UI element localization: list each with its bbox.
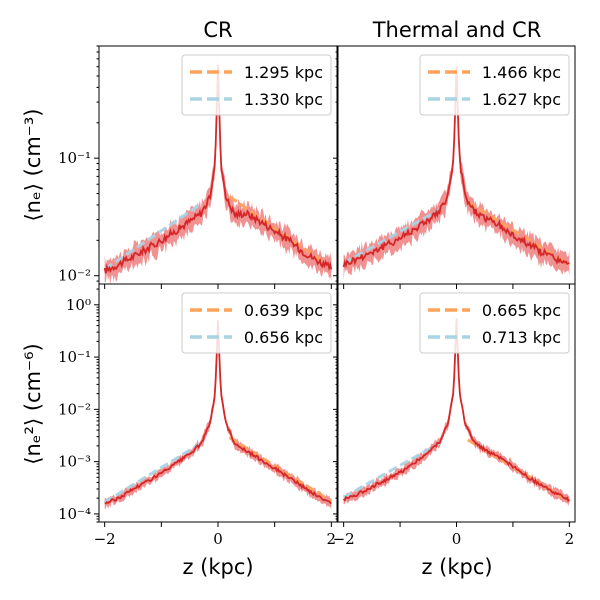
xtick-label: 0 [452,530,462,548]
legend-box [419,54,570,116]
ytick-label: 10⁻³ [58,453,91,471]
ylabel-bottom: ⟨nₑ²⟩ (cm⁻⁶) [21,343,45,464]
legend-label: 1.295 kpc [244,63,323,82]
panel-bottom-left: 10⁻⁴ 10⁻³ 10⁻² 10⁻¹ 10⁰ −2 0 2 0.639 kpc 0.656 kp… [58,283,338,548]
ylabel-top: ⟨nₑ⟩ (cm⁻³) [21,108,45,221]
fit-line-south [103,202,202,271]
legend-label: 0.639 kpc [244,301,323,320]
xtick-label: −2 [333,530,355,548]
legend-label: 1.466 kpc [482,63,561,82]
fit-line-north [228,436,333,503]
xlabel-right: z (kpc) [421,555,492,579]
xtick-label: 0 [213,530,223,548]
legend-label: 1.627 kpc [482,90,561,109]
title-thermal-and-cr: Thermal and CR [372,18,542,42]
legend-box [181,292,332,354]
fit-line-north [228,195,333,269]
xlabel-left: z (kpc) [182,555,253,579]
legend: 1.295 kpc 1.330 kpc [181,54,332,116]
ytick-label: 10⁻² [58,267,91,285]
ytick-label: 10⁻² [58,400,91,418]
ytick-label: 10⁰ [66,296,91,314]
legend: 1.466 kpc 1.627 kpc [419,54,570,116]
fit-line-south [342,441,441,499]
legend: 0.665 kpc 0.713 kpc [419,292,570,354]
panel-top-left: 10⁻² 10⁻¹ 1.295 kpc 1.330 kpc [58,45,338,289]
legend-label: 0.656 kpc [244,328,323,347]
legend-box [419,292,570,354]
profile-band [343,57,570,280]
legend-label: 0.713 kpc [482,328,561,347]
xtick-label: 2 [327,530,337,548]
fit-line-south [342,208,441,265]
legend-label: 1.330 kpc [244,90,323,109]
ytick-label: 10⁻¹ [58,348,91,366]
fit-line-south [103,442,202,504]
panel-top-right: 1.466 kpc 1.627 kpc [333,45,576,289]
title-cr: CR [203,18,232,42]
legend-box [181,54,332,116]
xtick-label: 2 [565,530,575,548]
ytick-label: 10⁻¹ [58,149,91,167]
panel-bottom-right: −2 0 2 0.665 kpc 0.713 kpc [333,283,576,548]
legend-label: 0.665 kpc [482,301,561,320]
xtick-label: −2 [94,530,116,548]
ytick-label: 10⁻⁴ [58,505,91,523]
legend: 0.639 kpc 0.656 kpc [181,292,332,354]
